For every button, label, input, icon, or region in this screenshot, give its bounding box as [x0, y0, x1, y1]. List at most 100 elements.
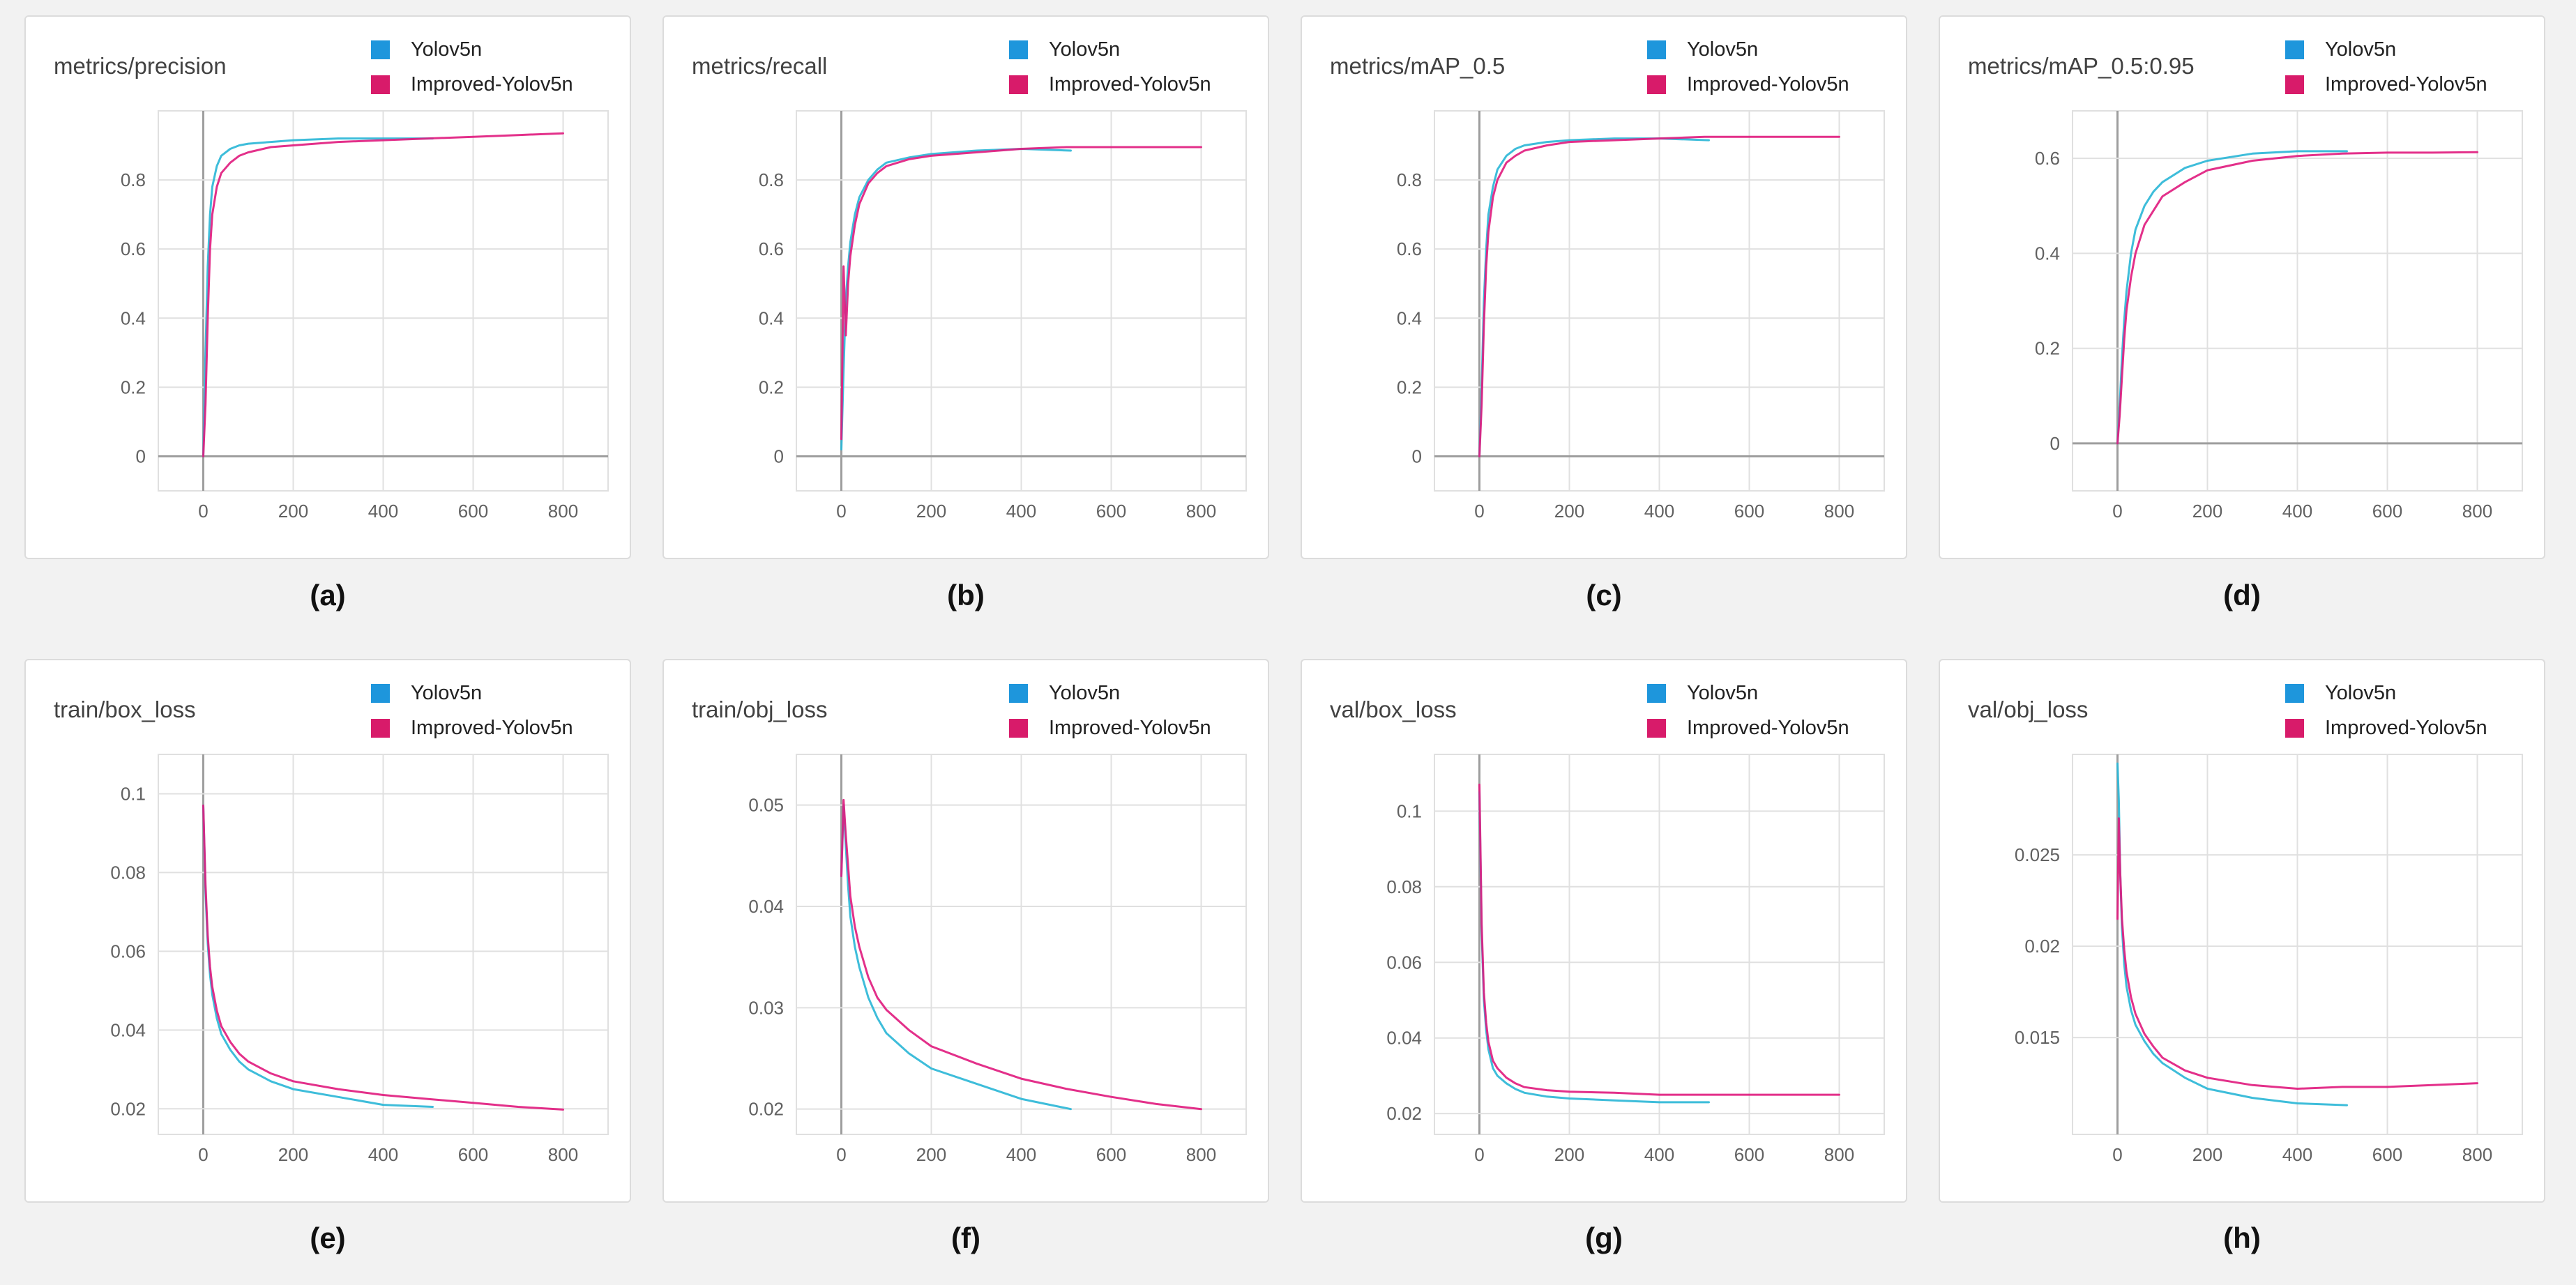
y-tick-label: 0.02: [110, 1098, 146, 1119]
series-line-improved-yolov5n: [840, 798, 1202, 1111]
x-tick-label: 0: [2112, 1144, 2122, 1165]
legend-label: Yolov5n: [1049, 38, 1121, 61]
x-tick-label: 600: [458, 501, 488, 522]
legend-swatch: [1009, 718, 1028, 738]
legend-label: Improved-Yolov5n: [1687, 73, 1849, 96]
series-line-yolov5n: [2116, 150, 2348, 445]
x-tick-label: 400: [368, 1144, 398, 1165]
y-tick-label: 0.04: [1386, 1028, 1422, 1049]
legend-item[interactable]: Improved-Yolov5n: [371, 67, 573, 102]
x-tick-label: 600: [2372, 501, 2402, 522]
legend-item[interactable]: Improved-Yolov5n: [1647, 710, 1849, 745]
legend-swatch: [371, 75, 390, 94]
y-tick-label: 0.2: [1397, 377, 1422, 397]
legend-swatch: [371, 40, 390, 59]
chart-panel-f: train/obj_loss Yolov5n Improved-Yolov5n 0 20…: [662, 659, 1269, 1203]
chart-panel-d: metrics/mAP_0.5:0.95 Yolov5n Improved-Yolo…: [1939, 15, 2545, 559]
legend-item[interactable]: Improved-Yolov5n: [1009, 710, 1211, 745]
legend-swatch: [1647, 683, 1666, 703]
figure-caption: (f): [951, 1222, 980, 1254]
y-tick-label: 0.4: [759, 307, 784, 328]
legend-item[interactable]: Yolov5n: [1647, 32, 1849, 67]
y-tick-label: 0.6: [2035, 148, 2060, 169]
legend-item[interactable]: Improved-Yolov5n: [371, 710, 573, 745]
chart-panel-b: metrics/recall Yolov5n Improved-Yolov5n 0 20…: [662, 15, 1269, 559]
legend-label: Improved-Yolov5n: [1687, 716, 1849, 739]
y-tick-label: 0: [136, 446, 146, 466]
y-tick-label: 0.2: [759, 377, 784, 397]
legend-item[interactable]: Yolov5n: [2285, 676, 2487, 710]
chart-title: train/obj_loss: [692, 697, 828, 722]
series-line-improved-yolov5n: [1478, 135, 1840, 457]
x-tick-label: 400: [1644, 1144, 1674, 1165]
y-tick-label: 0.1: [1397, 800, 1422, 821]
y-tick-label: 0: [774, 446, 784, 466]
x-tick-label: 400: [1006, 501, 1036, 522]
x-tick-label: 400: [368, 501, 398, 522]
chart-title: val/obj_loss: [1968, 697, 2089, 722]
legend-item[interactable]: Yolov5n: [371, 32, 573, 67]
legend-item[interactable]: Yolov5n: [1009, 676, 1211, 710]
chart-legend: Yolov5n Improved-Yolov5n: [371, 676, 573, 745]
chart-panel-e: train/box_loss Yolov5n Improved-Yolov5n 0 20…: [24, 659, 631, 1203]
legend-item[interactable]: Improved-Yolov5n: [1647, 67, 1849, 102]
chart-legend: Yolov5n Improved-Yolov5n: [2285, 32, 2487, 102]
y-tick-label: 0.4: [1397, 307, 1422, 328]
x-tick-label: 400: [2282, 501, 2312, 522]
plot-area: 0 200 400 600 800 0 0.2 0.4 0.6 0.8: [759, 110, 1247, 522]
series-line-improved-yolov5n: [1478, 783, 1840, 1096]
legend-swatch: [1009, 75, 1028, 94]
legend-label: Improved-Yolov5n: [2325, 73, 2487, 96]
legend-item[interactable]: Yolov5n: [1647, 676, 1849, 710]
series-line-yolov5n: [840, 148, 1072, 450]
y-tick-label: 0.06: [110, 941, 146, 961]
x-tick-label: 600: [1734, 1144, 1764, 1165]
x-tick-label: 200: [1554, 501, 1584, 522]
plot-area: 0 200 400 600 800 0.02 0.03 0.04 0.05: [748, 754, 1247, 1165]
x-tick-label: 0: [198, 501, 208, 522]
chart-legend: Yolov5n Improved-Yolov5n: [2285, 676, 2487, 745]
y-tick-label: 0.04: [748, 896, 784, 917]
x-tick-label: 0: [1474, 1144, 1484, 1165]
x-tick-label: 200: [2192, 501, 2222, 522]
legend-item[interactable]: Yolov5n: [2285, 32, 2487, 67]
x-tick-label: 800: [1824, 1144, 1854, 1165]
y-tick-label: 0.06: [1386, 952, 1422, 973]
chart-legend: Yolov5n Improved-Yolov5n: [371, 32, 573, 102]
legend-swatch: [2285, 683, 2304, 703]
series-line-improved-yolov5n: [2116, 151, 2478, 445]
y-tick-label: 0.6: [121, 238, 146, 259]
legend-item[interactable]: Improved-Yolov5n: [1009, 67, 1211, 102]
legend-item[interactable]: Improved-Yolov5n: [2285, 67, 2487, 102]
legend-label: Yolov5n: [2325, 38, 2397, 61]
y-tick-label: 0.1: [121, 783, 146, 804]
y-tick-label: 0.08: [1386, 876, 1422, 897]
x-tick-label: 600: [458, 1144, 488, 1165]
legend-label: Yolov5n: [411, 681, 483, 704]
plot-area: 0 200 400 600 800 0 0.2 0.4 0.6: [2035, 110, 2523, 522]
chart-title: val/box_loss: [1330, 697, 1457, 722]
legend-label: Improved-Yolov5n: [1049, 716, 1211, 739]
y-tick-label: 0.6: [1397, 238, 1422, 259]
legend-label: Improved-Yolov5n: [1049, 73, 1211, 96]
legend-item[interactable]: Yolov5n: [371, 676, 573, 710]
legend-label: Improved-Yolov5n: [411, 716, 573, 739]
series-line-yolov5n: [2116, 762, 2348, 1107]
legend-item[interactable]: Improved-Yolov5n: [2285, 710, 2487, 745]
figure-caption: (b): [947, 579, 985, 611]
chart-legend: Yolov5n Improved-Yolov5n: [1009, 32, 1211, 102]
x-tick-label: 800: [548, 1144, 578, 1165]
y-tick-label: 0.04: [110, 1019, 146, 1040]
y-tick-label: 0.03: [748, 997, 784, 1018]
legend-label: Yolov5n: [1687, 681, 1759, 704]
legend-label: Improved-Yolov5n: [411, 73, 573, 96]
y-tick-label: 0.4: [121, 307, 146, 328]
series-line-yolov5n: [202, 137, 434, 457]
chart-title: metrics/precision: [54, 53, 227, 79]
y-tick-label: 0.8: [759, 169, 784, 190]
plot-area: 0 200 400 600 800 0 0.2 0.4 0.6 0.8: [1397, 110, 1885, 522]
legend-item[interactable]: Yolov5n: [1009, 32, 1211, 67]
y-tick-label: 0.6: [759, 238, 784, 259]
series-line-improved-yolov5n: [202, 132, 564, 457]
legend-swatch: [371, 683, 390, 703]
